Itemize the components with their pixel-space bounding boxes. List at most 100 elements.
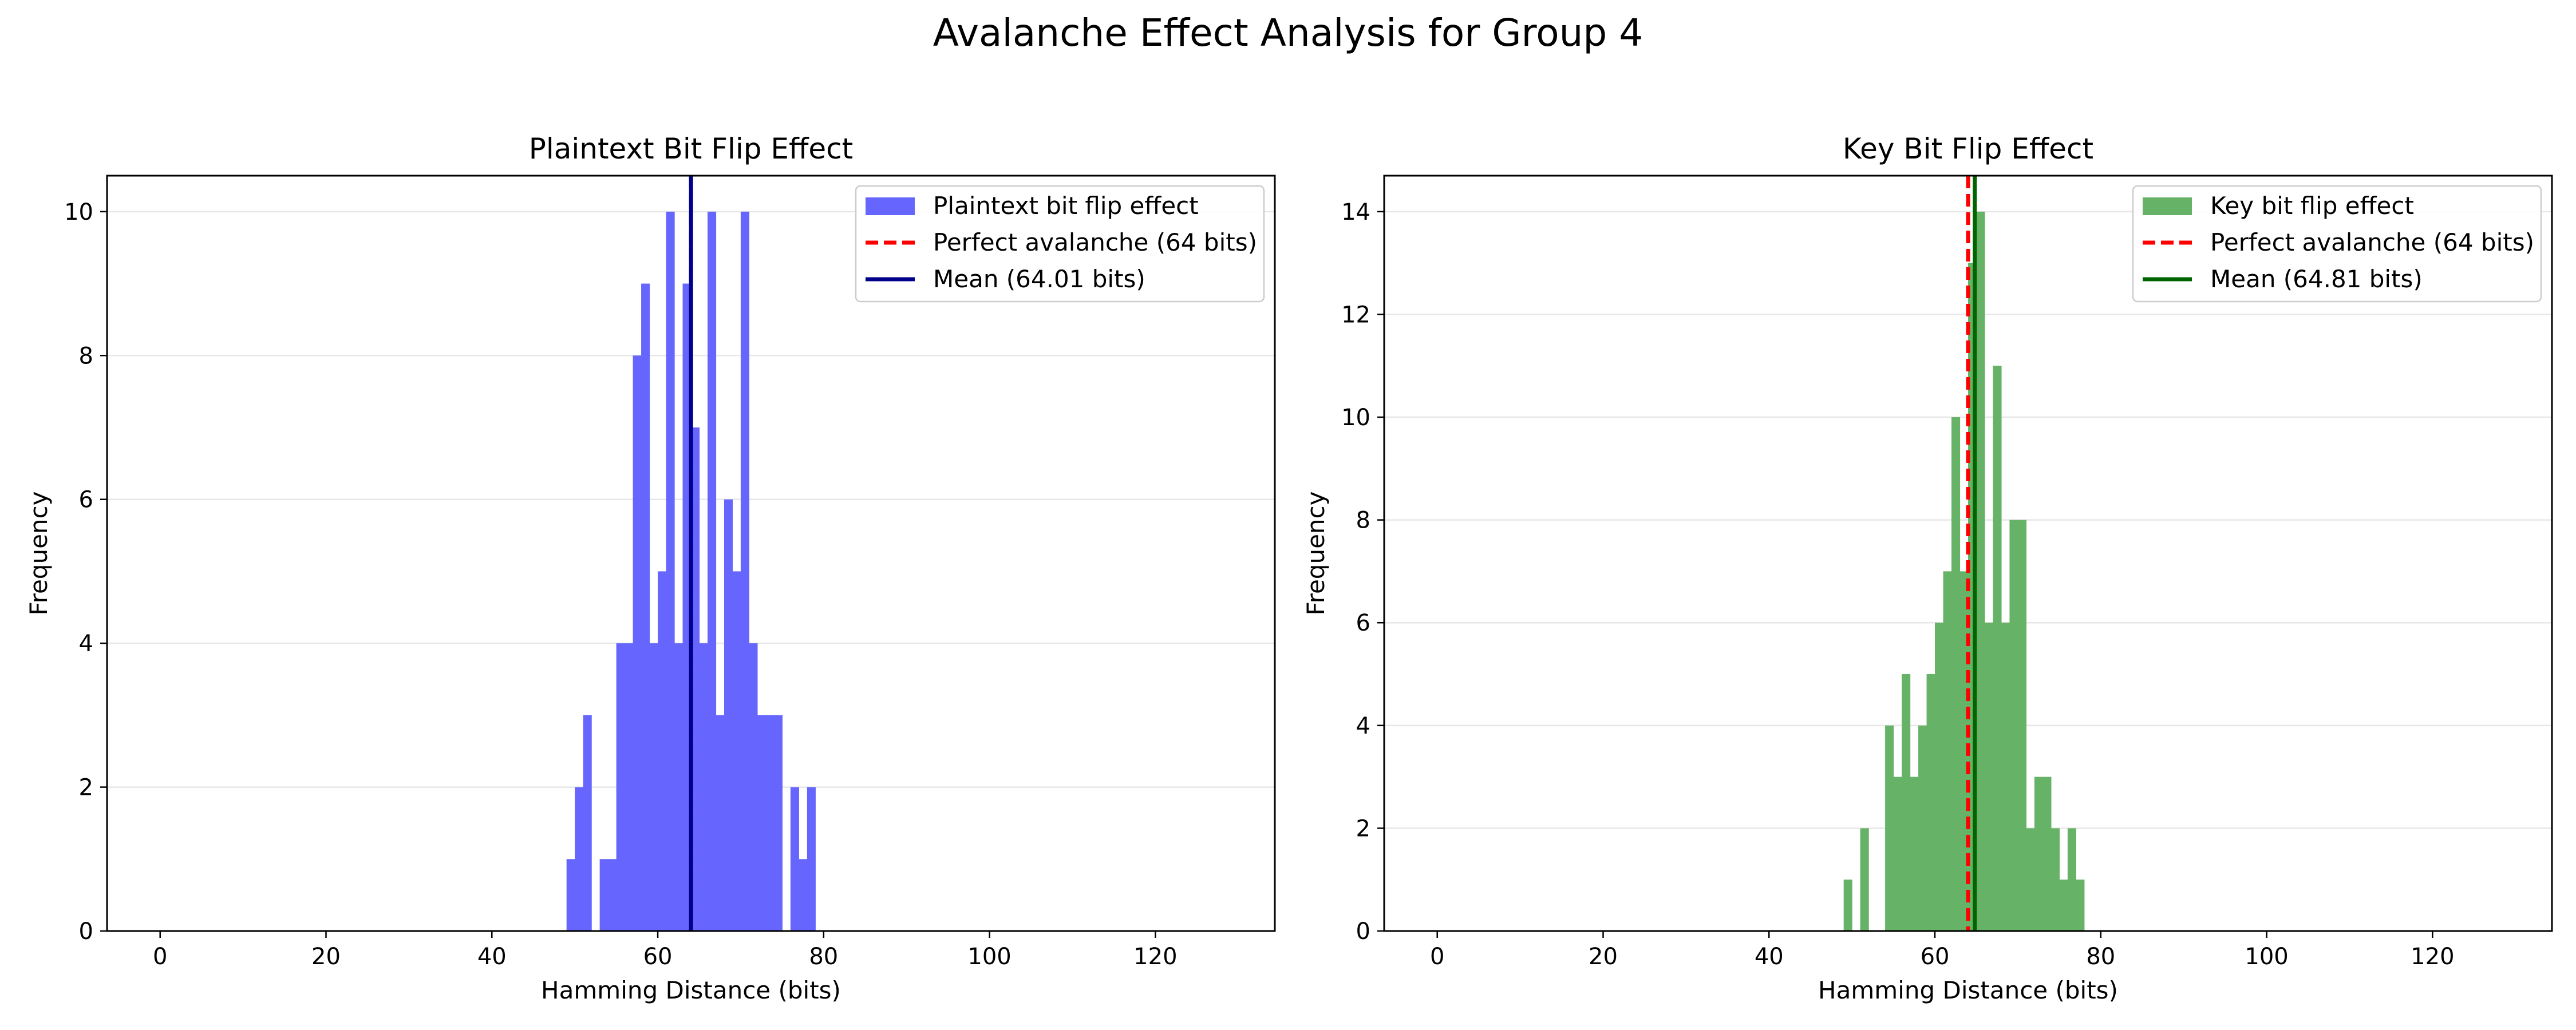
histogram-bar: [2017, 520, 2027, 931]
histogram-bar: [1943, 571, 1952, 931]
legend-patch-histogram: [866, 197, 915, 215]
histogram-bar: [625, 643, 634, 931]
histogram-bar: [757, 715, 766, 931]
x-tick-label: 60: [643, 944, 673, 970]
histogram-bar: [616, 643, 625, 931]
y-tick-label: 4: [1356, 713, 1370, 739]
histogram-bar: [1893, 777, 1902, 931]
y-tick-label: 0: [79, 918, 93, 945]
x-tick-label: 100: [2245, 944, 2288, 970]
histogram-bar: [658, 571, 667, 931]
histogram-bar: [2076, 880, 2085, 931]
histogram-bar: [1843, 880, 1852, 931]
histogram-bars: [1843, 211, 2085, 931]
x-tick-label: 60: [1921, 944, 1950, 970]
legend-label-histogram: Key bit flip effect: [2210, 192, 2414, 220]
histogram-bar: [740, 211, 750, 931]
y-axis-label: Frequency: [25, 492, 53, 616]
y-tick-label: 2: [1356, 815, 1370, 842]
y-tick-label: 8: [1356, 508, 1370, 534]
histogram-bar: [583, 715, 592, 931]
histogram-bar: [765, 715, 775, 931]
histogram-bar: [2042, 777, 2052, 931]
histogram-bar: [773, 715, 783, 931]
y-tick-label: 10: [1341, 405, 1370, 431]
histogram-bar: [2034, 777, 2043, 931]
y-tick-label: 0: [1356, 918, 1370, 945]
legend-box: [2132, 185, 2542, 303]
key-histogram-panel: 0 20 40 60 80 100 120 0 2 4 6 8 10 12 14 Key Bit Flip…: [1302, 132, 2553, 1004]
chart-title: Key Bit Flip Effect: [1843, 132, 2093, 165]
histogram-bar: [2026, 828, 2035, 931]
histogram-bar: [691, 427, 700, 931]
x-tick-label: 80: [2086, 944, 2115, 970]
legend: Plaintext bit flip effect Perfect avalan…: [855, 185, 1265, 303]
x-tick-label: 40: [1755, 944, 1784, 970]
legend-box: [855, 185, 1265, 303]
legend-label-perfect-avalanche: Perfect avalanche (64 bits): [933, 228, 1257, 256]
histogram-bar: [807, 787, 816, 931]
histogram-bar: [2009, 520, 2018, 931]
y-tick-label: 6: [79, 487, 93, 513]
x-tick-label: 20: [1589, 944, 1618, 970]
x-tick-label: 120: [2411, 944, 2454, 970]
plaintext-histogram-panel: 0 20 40 60 80 100 120 0 2 4 6 8 10 Plaintext Bit Fl…: [25, 132, 1276, 1004]
y-tick-label: 12: [1341, 302, 1370, 328]
legend-label-mean: Mean (64.01 bits): [933, 265, 1145, 293]
legend-label-histogram: Plaintext bit flip effect: [933, 192, 1199, 220]
y-tick-label: 6: [1356, 610, 1370, 636]
histogram-bar: [707, 211, 717, 931]
legend-patch-histogram: [2143, 197, 2192, 215]
histogram-bar: [2059, 880, 2068, 931]
histogram-bar: [724, 499, 733, 931]
y-tick-label: 2: [79, 775, 93, 801]
plot-frame: [106, 175, 1276, 932]
histogram-bar: [2050, 828, 2060, 931]
x-ticks: 0 20 40 60 80 100 120: [1430, 931, 2455, 970]
histogram-bar: [790, 787, 799, 931]
y-tick-label: 10: [64, 199, 93, 225]
histogram-bar: [2001, 623, 2010, 931]
histogram-bar: [1918, 725, 1927, 931]
histogram-bar: [633, 355, 642, 931]
histogram-bar: [2067, 828, 2076, 931]
histogram-bar: [608, 859, 617, 931]
chart-title: Plaintext Bit Flip Effect: [529, 132, 854, 165]
histogram-bar: [1902, 674, 1911, 931]
histogram-bar: [649, 643, 658, 931]
x-axis-label: Hamming Distance (bits): [1818, 976, 2118, 1004]
histogram-bar: [1910, 777, 1919, 931]
x-tick-label: 100: [967, 944, 1011, 970]
x-ticks: 0 20 40 60 80 100 120: [153, 931, 1178, 970]
legend-label-perfect-avalanche: Perfect avalanche (64 bits): [2210, 228, 2534, 256]
y-tick-label: 8: [79, 343, 93, 369]
histogram-bar: [666, 211, 675, 931]
histogram-bar: [575, 787, 584, 931]
histogram-bar: [799, 859, 808, 931]
histogram-bar: [674, 643, 683, 931]
histogram-bar: [1885, 725, 1894, 931]
x-tick-label: 0: [1430, 944, 1444, 970]
histogram-bar: [1951, 417, 1961, 931]
x-axis-label: Hamming Distance (bits): [541, 976, 841, 1004]
legend-label-mean: Mean (64.81 bits): [2210, 265, 2423, 293]
reference-lines: [1966, 176, 1977, 931]
legend: Key bit flip effect Perfect avalanche (6…: [2132, 185, 2542, 303]
histogram-bar: [1976, 211, 1985, 931]
histogram-bar: [566, 859, 575, 931]
histogram-bar: [1984, 623, 1994, 931]
y-ticks: 0 2 4 6 8 10 12 14: [1341, 199, 1384, 945]
y-tick-label: 14: [1341, 199, 1370, 225]
x-tick-label: 120: [1133, 944, 1177, 970]
x-tick-label: 40: [477, 944, 507, 970]
y-ticks: 0 2 4 6 8 10: [64, 199, 107, 945]
plot-frame: [1383, 175, 2553, 932]
histogram-bar: [716, 715, 725, 931]
histogram-bar: [732, 571, 741, 931]
histogram-bar: [699, 643, 708, 931]
y-axis-label: Frequency: [1302, 492, 1330, 616]
histogram-bar: [749, 643, 758, 931]
x-tick-label: 80: [809, 944, 838, 970]
x-tick-label: 20: [311, 944, 341, 970]
